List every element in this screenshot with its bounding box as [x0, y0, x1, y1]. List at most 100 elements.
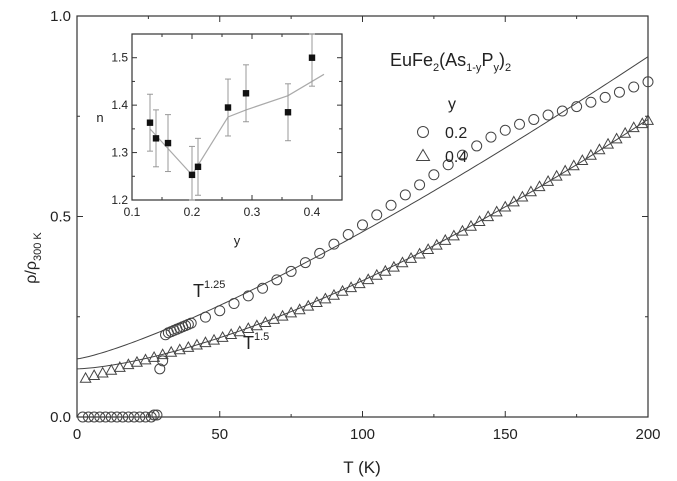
data-point-circle — [456, 149, 468, 161]
data-point-triangle — [336, 284, 349, 296]
y-axis-label: ρ/ρ300 K — [23, 232, 44, 284]
data-point-triangle — [456, 224, 469, 236]
series-0.4 — [79, 114, 655, 383]
data-point-triangle — [105, 363, 118, 375]
data-point-triangle — [499, 200, 512, 212]
data-point-triangle — [601, 137, 615, 149]
data-point-triangle — [242, 322, 255, 334]
data-point-triangle — [79, 371, 92, 383]
inset-data-point — [146, 119, 154, 126]
data-point-circle — [571, 101, 583, 113]
data-point-triangle — [259, 316, 272, 328]
data-point-triangle — [413, 247, 426, 259]
inset-data-point — [188, 171, 196, 179]
data-point-circle — [599, 91, 611, 103]
inset-data-point — [242, 90, 250, 97]
x-axis-label: T (K) — [343, 458, 380, 477]
inset-y-tick-label: 1.4 — [111, 98, 128, 112]
inset-data-point — [152, 135, 160, 142]
data-point-triangle — [190, 338, 203, 350]
data-point-triangle — [310, 296, 323, 307]
data-point-circle — [542, 109, 554, 121]
data-point-circle — [428, 169, 440, 181]
data-point-circle — [371, 209, 383, 221]
fit-curve-1 — [76, 118, 649, 370]
data-point-circle — [151, 409, 163, 421]
data-point-triangle — [430, 238, 443, 250]
data-point-circle — [414, 179, 426, 191]
data-point-circle — [399, 189, 411, 201]
inset-data-point — [224, 104, 232, 111]
data-point-triangle — [113, 361, 126, 372]
annotation-t15: T1.5 — [243, 331, 269, 353]
data-point-triangle — [130, 355, 144, 367]
data-point-triangle — [156, 348, 169, 360]
data-point-circle — [122, 411, 134, 423]
data-point-triangle — [464, 219, 478, 231]
data-point-triangle — [507, 195, 520, 207]
data-point-circle — [77, 411, 89, 423]
data-point-circle — [105, 411, 117, 423]
data-point-triangle — [302, 299, 315, 311]
y-tick-label: 0.0 — [50, 409, 71, 426]
annotation-t15-exp: 1.5 — [254, 331, 269, 343]
y-tick-label: 1.0 — [50, 8, 71, 25]
data-point-triangle — [379, 264, 392, 276]
data-point-triangle — [610, 132, 623, 144]
inset-data-point — [284, 109, 292, 116]
data-point-circle — [642, 76, 654, 88]
annotation-t125-exp: 1.25 — [204, 279, 225, 291]
inset-x-axis-label: y — [234, 233, 241, 248]
data-point-circle — [342, 229, 354, 241]
data-point-triangle — [584, 148, 597, 160]
data-point-circle — [128, 411, 140, 423]
data-point-triangle — [139, 353, 152, 365]
data-point-triangle — [88, 369, 101, 380]
data-point-triangle — [524, 185, 537, 197]
data-point-triangle — [473, 215, 486, 226]
inset-y-tick-label: 1.5 — [111, 51, 128, 65]
data-point-circle — [285, 265, 297, 277]
data-point-triangle — [490, 205, 503, 217]
legend: EuFe2(As1-yPy)2 y 0.2 0.4 — [390, 50, 511, 166]
data-point-circle — [485, 131, 497, 143]
data-point-circle — [140, 411, 152, 423]
data-point-triangle — [345, 281, 358, 293]
inset-x-tick-label: 0.2 — [184, 205, 201, 219]
data-point-triangle — [285, 306, 298, 318]
x-tick-label: 0 — [73, 426, 81, 443]
data-point-circle — [271, 274, 283, 286]
data-point-circle — [154, 363, 166, 375]
data-point-triangle — [165, 345, 178, 357]
data-point-triangle — [567, 159, 580, 171]
series-0.2 — [77, 76, 654, 423]
data-point-circle — [185, 317, 197, 329]
data-point-triangle — [267, 312, 281, 324]
data-point-triangle — [250, 319, 263, 331]
data-point-triangle — [199, 336, 212, 348]
data-point-triangle — [482, 210, 495, 222]
data-point-triangle — [533, 180, 546, 192]
x-tick-label: 150 — [493, 426, 518, 443]
legend-marker-circle — [417, 126, 429, 138]
legend-label-1: 0.4 — [445, 149, 467, 166]
data-point-circle — [257, 282, 269, 294]
data-point-triangle — [439, 233, 452, 245]
data-point-triangle — [619, 126, 632, 138]
data-point-triangle — [627, 121, 640, 133]
data-point-triangle — [542, 174, 555, 186]
data-point-circle — [514, 118, 526, 130]
data-point-triangle — [370, 268, 383, 280]
data-point-circle — [299, 257, 311, 269]
x-tick-label: 50 — [211, 426, 228, 443]
data-point-triangle — [216, 330, 229, 342]
inset-data-point — [164, 139, 172, 147]
data-point-triangle — [148, 351, 161, 362]
data-point-circle — [111, 411, 123, 423]
data-point-circle — [613, 86, 625, 98]
inset-y-tick-label: 1.2 — [111, 193, 128, 207]
svg-text:T1.25: T1.25 — [193, 279, 225, 301]
data-point-triangle — [173, 343, 186, 355]
data-point-triangle — [362, 273, 375, 285]
